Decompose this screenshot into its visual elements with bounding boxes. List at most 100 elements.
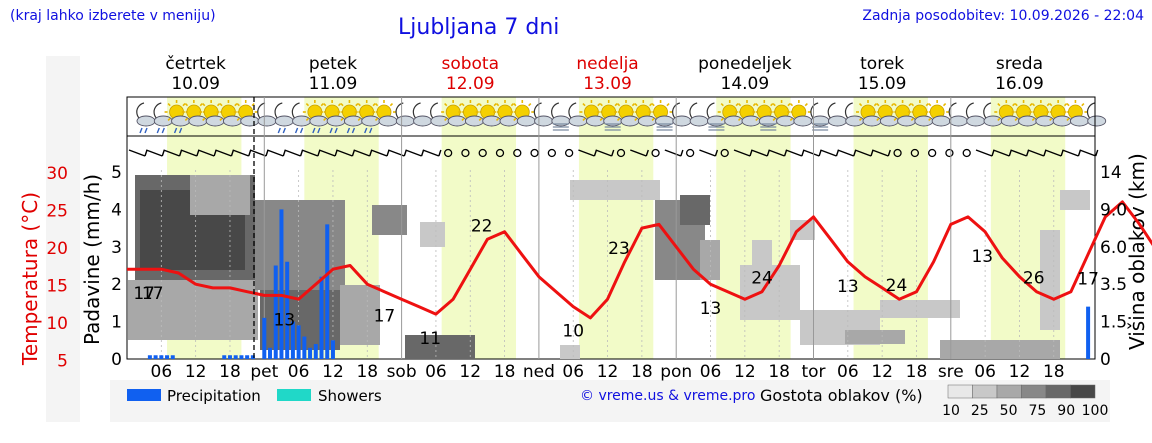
day-date: 15.09 [858,74,907,94]
precipitation-bar [285,261,290,359]
wind-barb-icon [249,149,269,157]
sun-cloud-icon [769,100,796,127]
precipitation-bar [313,344,318,359]
hour-tick: 18 [768,362,790,382]
credit[interactable]: © vreme.us & vreme.pro [580,388,756,404]
hour-tick: 18 [219,362,241,382]
temperature-value-label: 17 [133,284,155,304]
cloud-density-swatch [996,384,1022,399]
precipitation-bar [250,355,255,359]
calm-wind-icon [616,148,626,158]
precipitation-bar [330,340,335,359]
precipitation-bar [290,321,295,359]
moon-cloud-icon [706,102,726,131]
calm-wind-icon [443,148,453,158]
day-date: 10.09 [171,74,220,94]
cloud-density-label: Gostota oblakov (%) [760,386,923,405]
day-date: 13.09 [583,74,632,94]
wind-barb-icon [1079,149,1099,157]
cloud-density-step: 90 [1057,403,1075,419]
hour-tick: 18 [1043,362,1065,382]
sun-cloud-icon [596,100,623,131]
cloud-density-swatch [1021,384,1047,399]
cloud-density-cell [1060,190,1090,210]
moon-cloud-icon [844,102,865,127]
wind-barb-icon [336,149,356,157]
cloud-density-swatch [972,384,998,399]
wind-barb-icon [197,149,217,157]
hour-tick: 06 [151,362,173,382]
wind-barb-icon [232,149,252,157]
temperature-value-label: 10 [562,322,584,342]
moon-cloud-icon [274,102,294,134]
wind-barb-icon [854,149,874,157]
calm-wind-icon [910,148,920,158]
wind-barb-icon [630,149,649,157]
calm-wind-icon [685,148,695,158]
temperature-value-label: 17 [1077,269,1099,289]
day-name: sreda [996,54,1043,74]
precipitation-bar [325,224,330,359]
showers-legend-swatch [277,389,311,401]
temperature-value-label: 23 [608,239,630,259]
calm-wind-icon [547,148,557,158]
bottom-panel-bg [110,380,1110,422]
calm-wind-icon [461,148,470,158]
hour-tick: 18 [631,362,653,382]
hour-tick: 12 [734,362,756,382]
precipitation-tick: 2 [111,275,122,295]
wind-barb-icon [993,149,1012,157]
sun-cloud-icon [216,100,242,127]
moon-cloud-icon [689,102,709,127]
moon-cloud-icon [412,102,433,127]
calm-wind-icon [945,148,954,158]
temperature-tick: 15 [46,277,68,297]
cloud-density-cell [255,200,345,290]
precipitation-bar [245,355,250,359]
temperature-tick: 5 [57,352,68,372]
wind-barb-icon [267,149,286,157]
hour-tick: 12 [459,362,481,382]
temperature-value-label: 11 [419,329,441,349]
cloud-height-tick: 14 [1100,163,1122,183]
cloud-density-cell [340,285,380,345]
cloud-height-tick: 3.5 [1100,275,1127,295]
day-abbrev-tick: ned [523,362,555,382]
calm-wind-icon [564,148,574,158]
cloud-height-tick: 6.0 [1100,238,1127,258]
wind-barb-icon [768,149,788,157]
sun-cloud-icon [579,100,605,127]
wind-barb-icon [1027,149,1047,157]
plot-frame [126,96,1096,360]
precipitation-legend-label: Precipitation [167,387,261,405]
wind-barb-icon [215,149,235,157]
day-abbrev-tick: sre [938,362,964,382]
moon-cloud-icon [257,102,277,127]
calm-wind-icon [927,148,937,158]
precipitation-bar [279,209,284,359]
hour-tick: 06 [562,362,584,382]
precipitation-bar [319,276,324,359]
calm-wind-icon [651,148,660,158]
cloud-density-cell [752,240,772,280]
wind-barb-icon [405,149,425,157]
left-panel-bg [46,56,80,422]
moon-cloud-icon [291,102,312,134]
temperature-value-label: 17 [374,307,396,327]
precipitation-legend-swatch [127,389,161,401]
moon-cloud-icon [136,102,156,134]
precipitation-bar [239,355,244,359]
daylight-band [441,97,517,359]
sun-cloud-icon [925,100,951,127]
sun-cloud-icon [199,100,225,127]
calm-wind-icon [720,148,729,158]
sun-cloud-icon [337,100,363,134]
cloud-density-cell [880,300,960,318]
precipitation-tick: 1 [111,313,122,333]
wind-barb-icon [664,149,684,157]
hour-tick: 12 [322,362,344,382]
temperature-value-label: 26 [1023,269,1045,289]
temperature-value-label: 17 [142,284,164,304]
moon-cloud-icon [965,102,986,127]
